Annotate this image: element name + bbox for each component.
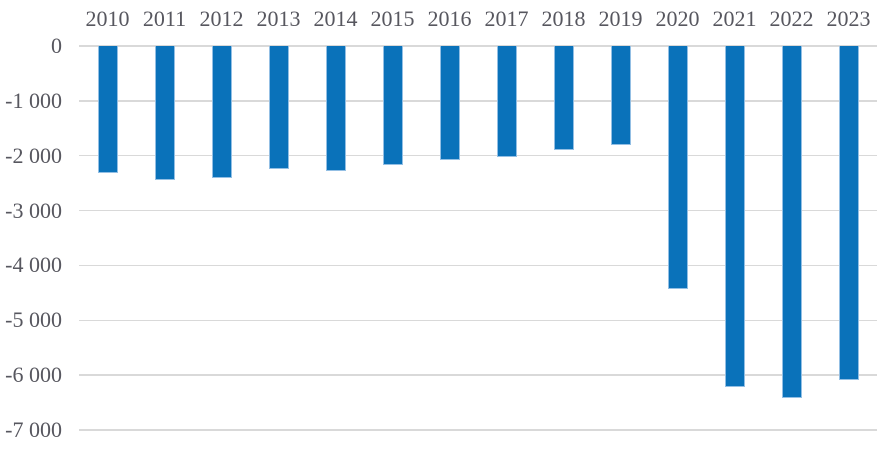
x-tick-label-2014: 2014 — [313, 6, 358, 31]
y-tick-label: -3 000 — [5, 197, 62, 223]
bar-2017 — [496, 46, 517, 157]
y-tick-label: -4 000 — [5, 252, 62, 278]
bar-2012 — [211, 46, 232, 178]
x-tick-label-2023: 2023 — [826, 6, 871, 31]
gridline — [79, 264, 877, 267]
bar-2022 — [781, 46, 802, 398]
y-tick-label: -6 000 — [5, 362, 62, 388]
gridline — [79, 100, 877, 102]
x-tick-label-2010: 2010 — [85, 6, 130, 31]
y-tick-label: -1 000 — [5, 87, 62, 113]
gridline — [79, 374, 877, 376]
x-tick-label-2013: 2013 — [256, 6, 301, 31]
bar-2016 — [439, 46, 460, 161]
gridline — [79, 45, 877, 47]
y-tick-label: -7 000 — [5, 417, 62, 442]
x-tick-label-2012: 2012 — [199, 6, 244, 31]
x-tick-label-2021: 2021 — [712, 6, 757, 31]
y-tick-label: -2 000 — [5, 142, 62, 168]
x-tick-label-2019: 2019 — [598, 6, 643, 31]
bar-2013 — [268, 46, 289, 170]
x-tick-label-2016: 2016 — [427, 6, 472, 31]
bar-2015 — [382, 46, 403, 166]
x-tick-label-2022: 2022 — [769, 6, 814, 31]
gridline — [79, 154, 877, 157]
bar-2010 — [97, 46, 118, 174]
x-tick-label-2011: 2011 — [142, 6, 187, 31]
bar-2020 — [667, 46, 688, 290]
gridline — [79, 319, 877, 322]
bar-2014 — [325, 46, 346, 171]
bar-2023 — [838, 46, 859, 380]
gridline — [79, 209, 877, 212]
bar-2011 — [154, 46, 175, 181]
y-tick-label: 0 — [51, 33, 62, 58]
x-tick-label-2020: 2020 — [655, 6, 700, 31]
gridline — [79, 429, 877, 431]
bar-2021 — [724, 46, 745, 388]
y-tick-label: -5 000 — [5, 307, 62, 333]
x-tick-label-2018: 2018 — [541, 6, 586, 31]
bar-2019 — [610, 46, 631, 145]
x-tick-label-2017: 2017 — [484, 6, 529, 31]
x-tick-label-2015: 2015 — [370, 6, 415, 31]
bar-2018 — [553, 46, 574, 151]
